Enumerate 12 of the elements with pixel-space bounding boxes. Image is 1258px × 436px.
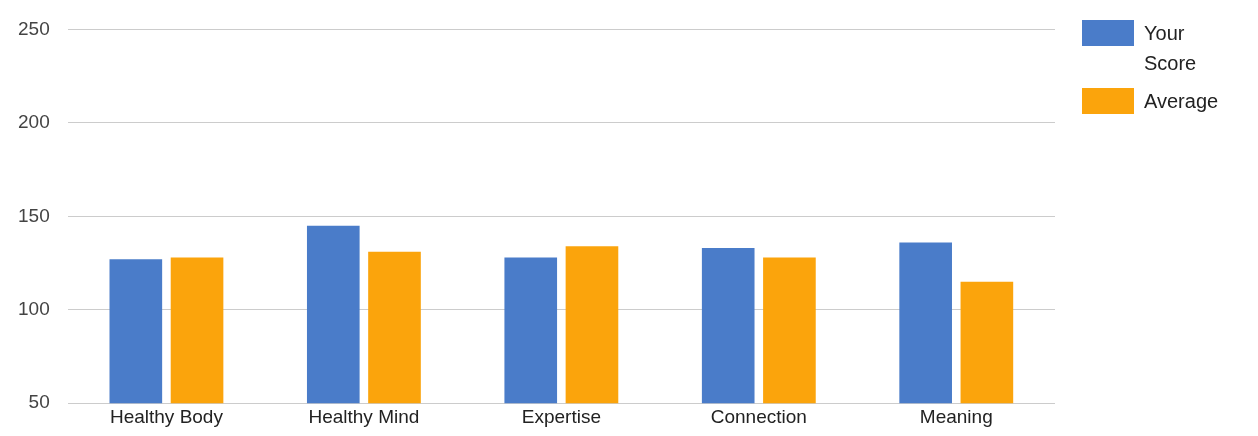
x-tick-label: Expertise (521, 405, 601, 427)
y-tick-label: 250 (18, 17, 50, 39)
legend-label: Your Score (1144, 21, 1198, 76)
x-tick-label: Healthy Body (109, 405, 224, 427)
y-tick-label: 50 (28, 391, 50, 413)
y-tick-label: 100 (18, 297, 50, 319)
x-tick-label: Connection (710, 405, 807, 427)
x-tick-label: Healthy Mind (308, 405, 420, 427)
y-tick-label: 200 (18, 111, 50, 133)
legend-label: Average (1144, 89, 1220, 114)
y-tick-label: 150 (18, 204, 50, 226)
x-tick-label: Meaning (919, 405, 993, 427)
